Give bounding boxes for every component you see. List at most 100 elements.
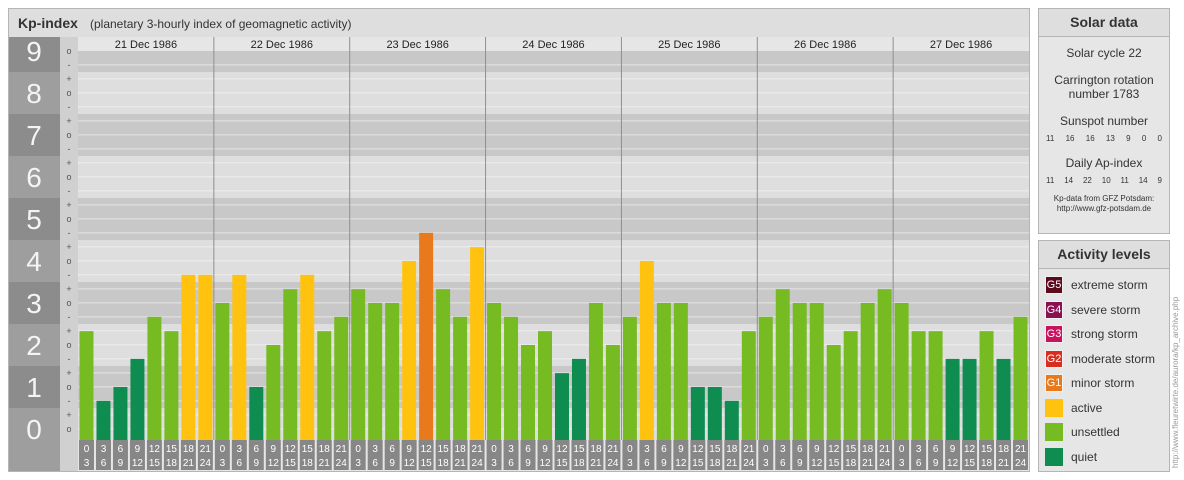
interval-start-label: 0: [355, 444, 361, 455]
interval-box: [707, 440, 723, 470]
activity-level-swatch: G4: [1045, 300, 1063, 319]
interval-end-label: 24: [1015, 458, 1027, 469]
kp-bar: [385, 303, 400, 440]
interval-end-label: 21: [862, 458, 874, 469]
kp-bar: [928, 331, 943, 440]
kp-bar: [979, 331, 994, 440]
interval-end-label: 3: [899, 458, 905, 469]
interval-end-label: 12: [811, 458, 823, 469]
kp-bar: [741, 331, 756, 440]
data-source-link[interactable]: http://www.gfz-potsdam.de: [1056, 204, 1152, 213]
interval-end-label: 24: [743, 458, 755, 469]
kp-bar: [232, 274, 247, 440]
interval-start-label: 15: [709, 444, 721, 455]
interval-box: [741, 440, 757, 470]
interval-box: [639, 440, 655, 470]
y-axis-band-dark: [9, 114, 60, 156]
interval-box: [809, 440, 825, 470]
kp-bar: [605, 345, 620, 440]
interval-box: [554, 440, 570, 470]
kp-bar: [351, 289, 366, 440]
interval-end-label: 24: [879, 458, 891, 469]
y-sub-axis-band: [60, 37, 78, 471]
kp-bar: [181, 274, 196, 440]
activity-level-label: severe storm: [1071, 302, 1141, 317]
interval-box: [146, 440, 162, 470]
activity-level-swatch: G1: [1045, 374, 1063, 392]
interval-start-label: 15: [302, 444, 314, 455]
interval-end-label: 12: [132, 458, 144, 469]
ap-value: 14: [1064, 176, 1074, 185]
y-tick-label: 8: [26, 78, 42, 109]
kp-bar: [470, 247, 485, 440]
kp-bar: [758, 316, 773, 440]
interval-box: [401, 440, 417, 470]
y-sub-tick-label: +: [66, 410, 71, 420]
y-tick-label: 5: [26, 204, 42, 235]
interval-end-label: 9: [933, 458, 939, 469]
kp-bar: [588, 303, 603, 440]
kp-bar: [538, 331, 552, 440]
interval-box: [622, 440, 638, 470]
interval-start-label: 0: [763, 444, 769, 455]
interval-box: [911, 440, 927, 470]
interval-start-label: 15: [438, 444, 450, 455]
y-axis-band-dark: [9, 282, 60, 324]
kp-bar: [775, 289, 790, 440]
kp-bar: [249, 387, 264, 440]
interval-end-label: 9: [118, 458, 124, 469]
interval-box: [520, 440, 536, 470]
interval-start-label: 9: [406, 444, 412, 455]
y-sub-tick-label: -: [68, 312, 71, 322]
interval-end-label: 18: [302, 458, 314, 469]
interval-box: [792, 440, 808, 470]
y-tick-label: 7: [26, 120, 42, 151]
y-sub-tick-label: +: [66, 326, 71, 336]
activity-level-minor-storm: G1 minor storm: [1045, 373, 1134, 393]
y-sub-tick-label: +: [66, 74, 71, 84]
interval-box: [894, 440, 910, 470]
sunspot-value: 0: [1141, 134, 1147, 143]
interval-end-label: 12: [404, 458, 416, 469]
y-sub-tick-label: o: [66, 424, 71, 434]
interval-end-label: 24: [472, 458, 484, 469]
kp-bar: [487, 303, 502, 440]
interval-box: [197, 440, 213, 470]
kp-bar: [504, 316, 519, 440]
interval-box: [384, 440, 400, 470]
y-sub-tick-label: o: [66, 172, 71, 182]
interval-end-label: 6: [644, 458, 650, 469]
ap-value: 10: [1101, 176, 1111, 185]
interval-start-label: 9: [814, 444, 820, 455]
interval-box: [775, 440, 791, 470]
kp-bar: [843, 331, 858, 440]
interval-box: [724, 440, 740, 470]
activity-level-quiet: quiet: [1045, 447, 1097, 467]
y-tick-label: 1: [26, 372, 42, 403]
chart-title: Kp-index: [18, 15, 78, 31]
y-tick-label: 9: [26, 36, 42, 67]
interval-end-label: 3: [763, 458, 769, 469]
activity-level-active: active: [1045, 398, 1102, 418]
day-label: 25 Dec 1986: [658, 39, 720, 51]
interval-start-label: 3: [916, 444, 922, 455]
y-sub-tick-label: o: [66, 46, 71, 56]
activity-level-label: moderate storm: [1071, 351, 1156, 366]
kp-bar: [690, 387, 705, 440]
interval-start-label: 0: [627, 444, 633, 455]
kp-bar: [1013, 316, 1028, 440]
y-tick-label: 6: [26, 162, 42, 193]
interval-end-label: 9: [254, 458, 260, 469]
kp-bar: [283, 289, 298, 440]
day-label: 22 Dec 1986: [251, 39, 313, 51]
y-sub-tick-label: -: [68, 228, 71, 238]
kp-bar: [79, 331, 94, 440]
carrington-rotation-line2: number 1783: [1068, 87, 1140, 101]
interval-box: [571, 440, 587, 470]
kp-bar: [877, 289, 892, 440]
activity-level-swatch: G2: [1045, 349, 1063, 368]
interval-box: [656, 440, 672, 470]
interval-start-label: 6: [525, 444, 531, 455]
interval-start-label: 3: [101, 444, 107, 455]
